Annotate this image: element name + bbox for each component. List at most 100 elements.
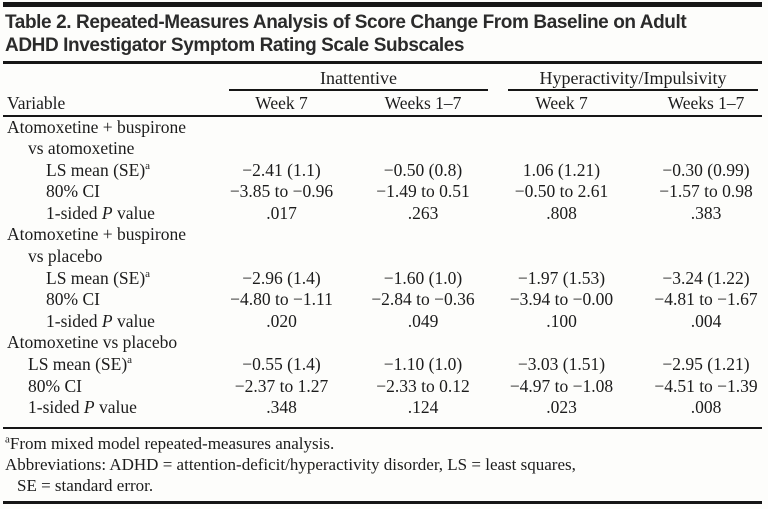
empty-cell (495, 332, 628, 354)
value-cell: .383 (690, 202, 722, 223)
footnote-line: SE = standard error. (5, 475, 762, 496)
value-cell: .808 (546, 202, 577, 223)
value-cell: .020 (266, 310, 297, 331)
empty-cell (628, 138, 762, 160)
table-title: Table 2. Repeated-Measures Analysis of S… (5, 11, 762, 57)
results-table: Inattentive Hyperactivity/Impulsivity Va… (3, 64, 763, 419)
col-header-inattentive-weeks1-7: Weeks 1–7 (351, 90, 495, 117)
value-cell: −0.50 (0.8) (383, 159, 463, 180)
empty-cell (212, 332, 351, 354)
table-body: Atomoxetine + buspirone vs atomoxetine LS … (3, 116, 762, 419)
empty-cell (212, 116, 351, 139)
text-part: value (112, 202, 155, 223)
col-header-inattentive-week7: Week 7 (212, 90, 351, 117)
group-label: Atomoxetine + buspirone (7, 116, 187, 137)
empty-cell (628, 246, 762, 268)
top-rule (3, 2, 762, 7)
value-cell: −4.51 to −1.39 (654, 375, 758, 396)
text-part: From mixed model repeated-measures analy… (9, 433, 335, 453)
text-part: P (83, 397, 95, 418)
empty-cell (212, 138, 351, 160)
value-cell: −3.03 (1.51) (517, 354, 606, 375)
col-header-hyper-week7: Week 7 (495, 90, 628, 117)
value-cell: −4.97 to −1.08 (509, 375, 614, 396)
data-row: LS mean (SE)a −0.55 (1.4) −1.10 (1.0) −3.03… (3, 354, 762, 376)
empty-cell (212, 246, 351, 268)
row-label: 80% CI (3, 289, 212, 311)
text-part: Abbreviations: ADHD = attention-deficit/… (5, 454, 576, 474)
empty-header-cell (3, 64, 212, 91)
data-row: 1-sided P value .020 .049 .100 .004 (3, 311, 762, 333)
data-row: 80% CI −2.37 to 1.27 −2.33 to 0.12 −4.97 to… (3, 376, 762, 398)
col-header-hyper-weeks1-7: Weeks 1–7 (628, 90, 763, 117)
value-cell: .124 (407, 397, 439, 418)
text-part: 80% CI (28, 375, 82, 396)
title-rule (3, 61, 762, 64)
data-row: 1-sided P value .017 .263 .808 .383 (3, 203, 762, 225)
group-label: Atomoxetine vs placebo (7, 332, 178, 353)
text-part: P (101, 202, 113, 223)
empty-cell (212, 224, 351, 246)
column-header-row: Variable Week 7 Weeks 1–7 Week 7 Weeks 1… (3, 90, 763, 117)
data-row: LS mean (SE)a −2.96 (1.4) −1.60 (1.0) −1.97… (3, 268, 762, 290)
value-cell: −4.80 to −1.11 (230, 289, 333, 310)
text-part: SE = standard error. (17, 475, 154, 495)
data-row: 80% CI −4.80 to −1.11 −2.84 to −0.36 −3.94 … (3, 289, 762, 311)
empty-cell (351, 138, 495, 160)
value-cell: −4.81 to −1.67 (654, 289, 758, 310)
value-cell: .100 (546, 310, 577, 331)
value-cell: −2.96 (1.4) (242, 267, 321, 288)
value-cell: −0.50 to 2.61 (514, 181, 609, 202)
footnotes: aFrom mixed model repeated-measures anal… (5, 433, 762, 496)
variable-column-header: Variable (3, 90, 212, 117)
bottom-rule (3, 500, 762, 505)
column-group-label-hyperactivity: Hyperactivity/Impulsivity (508, 68, 759, 91)
empty-cell (628, 224, 762, 246)
empty-cell (628, 332, 762, 354)
table-title-line2: ADHD Investigator Symptom Rating Scale S… (5, 35, 465, 56)
value-cell: .348 (266, 397, 297, 418)
column-group-hyperactivity: Hyperactivity/Impulsivity (495, 64, 762, 91)
row-label: 1-sided P value (3, 203, 212, 225)
row-label: 1-sided P value (3, 397, 212, 419)
column-group-label-inattentive: Inattentive (229, 68, 488, 91)
text-part: 80% CI (46, 181, 100, 202)
superscript-marker: a (145, 267, 151, 280)
superscript-marker: a (5, 433, 10, 446)
text-part: P (101, 310, 113, 331)
group-label-row: Atomoxetine vs placebo (3, 332, 762, 354)
empty-cell (495, 224, 628, 246)
text-part: LS mean (SE) (28, 354, 128, 375)
value-cell: .004 (690, 310, 722, 331)
empty-cell (351, 116, 495, 139)
value-cell: −2.37 to 1.27 (234, 375, 329, 396)
group-label-row: Atomoxetine + buspirone (3, 224, 762, 246)
empty-cell (495, 246, 628, 268)
footnote-line: aFrom mixed model repeated-measures anal… (5, 433, 762, 454)
value-cell: .023 (546, 397, 577, 418)
value-cell: −0.30 (0.99) (662, 159, 750, 180)
value-cell: −1.60 (1.0) (383, 267, 463, 288)
row-label: LS mean (SE)a (3, 268, 212, 290)
value-cell: −3.85 to −0.96 (229, 181, 334, 202)
value-cell: .008 (690, 397, 722, 418)
empty-cell (351, 332, 495, 354)
text-part: LS mean (SE) (46, 159, 146, 180)
group-label: vs atomoxetine (28, 138, 135, 159)
value-cell: −3.94 to −0.00 (509, 289, 614, 310)
row-label: 80% CI (3, 181, 212, 203)
value-cell: .049 (407, 310, 439, 331)
value-cell: −2.95 (1.21) (662, 354, 750, 375)
text-part: LS mean (SE) (46, 267, 146, 288)
data-row: 80% CI −3.85 to −0.96 −1.49 to 0.51 −0.50 t… (3, 181, 762, 203)
text-part: 1-sided (28, 397, 84, 418)
column-group-row: Inattentive Hyperactivity/Impulsivity (3, 64, 762, 91)
footnote-rule (3, 426, 762, 429)
value-cell: −1.10 (1.0) (383, 354, 463, 375)
value-cell: .017 (266, 202, 297, 223)
value-cell: −2.84 to −0.36 (371, 289, 475, 310)
row-label: 80% CI (3, 376, 212, 398)
text-part: 1-sided (46, 202, 102, 223)
superscript-marker: a (127, 354, 133, 367)
